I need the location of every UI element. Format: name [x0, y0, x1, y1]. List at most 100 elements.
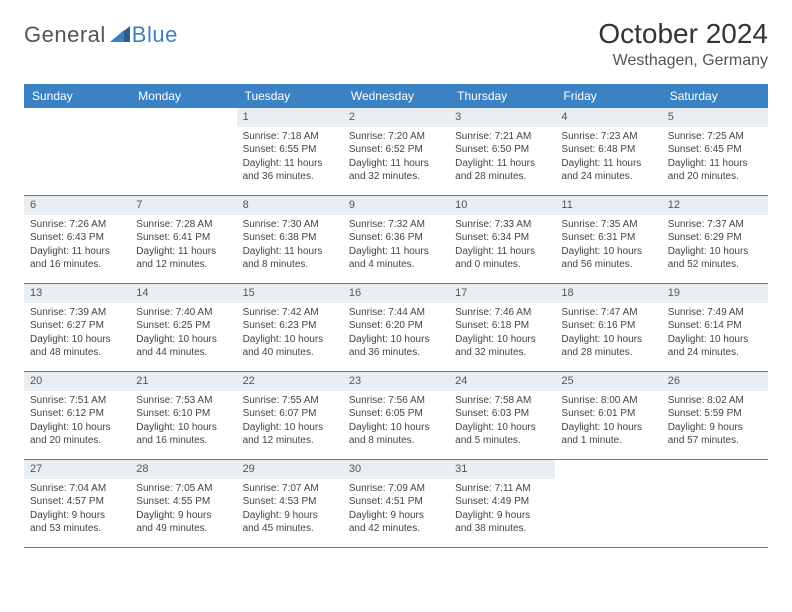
- logo-text-general: General: [24, 22, 106, 48]
- day-details: Sunrise: 7:32 AMSunset: 6:36 PMDaylight:…: [343, 215, 449, 277]
- day-details: Sunrise: 7:44 AMSunset: 6:20 PMDaylight:…: [343, 303, 449, 365]
- calendar-cell: 24Sunrise: 7:58 AMSunset: 6:03 PMDayligh…: [449, 372, 555, 460]
- daylight-text: Daylight: 9 hours and 53 minutes.: [30, 509, 124, 536]
- daylight-text: Daylight: 11 hours and 12 minutes.: [136, 245, 230, 272]
- calendar-cell: 27Sunrise: 7:04 AMSunset: 4:57 PMDayligh…: [24, 460, 130, 548]
- calendar-cell: 26Sunrise: 8:02 AMSunset: 5:59 PMDayligh…: [662, 372, 768, 460]
- day-details: Sunrise: 7:53 AMSunset: 6:10 PMDaylight:…: [130, 391, 236, 453]
- daylight-text: Daylight: 11 hours and 16 minutes.: [30, 245, 124, 272]
- sunset-text: Sunset: 4:55 PM: [136, 495, 230, 509]
- day-number: 16: [343, 284, 449, 303]
- daylight-text: Daylight: 9 hours and 57 minutes.: [668, 421, 762, 448]
- sunrise-text: Sunrise: 7:32 AM: [349, 218, 443, 232]
- day-number: 15: [237, 284, 343, 303]
- sunset-text: Sunset: 4:53 PM: [243, 495, 337, 509]
- calendar-cell: 15Sunrise: 7:42 AMSunset: 6:23 PMDayligh…: [237, 284, 343, 372]
- sunrise-text: Sunrise: 7:44 AM: [349, 306, 443, 320]
- sunset-text: Sunset: 6:31 PM: [561, 231, 655, 245]
- day-details: Sunrise: 7:55 AMSunset: 6:07 PMDaylight:…: [237, 391, 343, 453]
- calendar-cell: 6Sunrise: 7:26 AMSunset: 6:43 PMDaylight…: [24, 196, 130, 284]
- day-number: 24: [449, 372, 555, 391]
- sunset-text: Sunset: 6:29 PM: [668, 231, 762, 245]
- day-number: 13: [24, 284, 130, 303]
- sunrise-text: Sunrise: 7:28 AM: [136, 218, 230, 232]
- sunrise-text: Sunrise: 7:11 AM: [455, 482, 549, 496]
- day-number: 23: [343, 372, 449, 391]
- weekday-label: Friday: [555, 84, 661, 108]
- daylight-text: Daylight: 11 hours and 24 minutes.: [561, 157, 655, 184]
- calendar-cell: 7Sunrise: 7:28 AMSunset: 6:41 PMDaylight…: [130, 196, 236, 284]
- calendar-cell-empty: [130, 108, 236, 196]
- calendar-cell: 29Sunrise: 7:07 AMSunset: 4:53 PMDayligh…: [237, 460, 343, 548]
- sunset-text: Sunset: 6:14 PM: [668, 319, 762, 333]
- sunset-text: Sunset: 5:59 PM: [668, 407, 762, 421]
- calendar-cell: 28Sunrise: 7:05 AMSunset: 4:55 PMDayligh…: [130, 460, 236, 548]
- daylight-text: Daylight: 10 hours and 44 minutes.: [136, 333, 230, 360]
- daylight-text: Daylight: 10 hours and 1 minute.: [561, 421, 655, 448]
- calendar-cell-empty: [24, 108, 130, 196]
- sunrise-text: Sunrise: 7:37 AM: [668, 218, 762, 232]
- daylight-text: Daylight: 10 hours and 48 minutes.: [30, 333, 124, 360]
- daylight-text: Daylight: 11 hours and 20 minutes.: [668, 157, 762, 184]
- day-details: Sunrise: 7:37 AMSunset: 6:29 PMDaylight:…: [662, 215, 768, 277]
- sunrise-text: Sunrise: 8:00 AM: [561, 394, 655, 408]
- calendar-cell: 11Sunrise: 7:35 AMSunset: 6:31 PMDayligh…: [555, 196, 661, 284]
- sunrise-text: Sunrise: 7:51 AM: [30, 394, 124, 408]
- day-number: 12: [662, 196, 768, 215]
- day-details: Sunrise: 7:04 AMSunset: 4:57 PMDaylight:…: [24, 479, 130, 541]
- sunset-text: Sunset: 6:18 PM: [455, 319, 549, 333]
- calendar-cell: 17Sunrise: 7:46 AMSunset: 6:18 PMDayligh…: [449, 284, 555, 372]
- sunrise-text: Sunrise: 7:39 AM: [30, 306, 124, 320]
- daylight-text: Daylight: 10 hours and 5 minutes.: [455, 421, 549, 448]
- calendar-cell: 22Sunrise: 7:55 AMSunset: 6:07 PMDayligh…: [237, 372, 343, 460]
- day-number: 1: [237, 108, 343, 127]
- day-details: Sunrise: 7:20 AMSunset: 6:52 PMDaylight:…: [343, 127, 449, 189]
- calendar-cell-empty: [662, 460, 768, 548]
- day-details: Sunrise: 7:09 AMSunset: 4:51 PMDaylight:…: [343, 479, 449, 541]
- calendar-cell: 4Sunrise: 7:23 AMSunset: 6:48 PMDaylight…: [555, 108, 661, 196]
- sunrise-text: Sunrise: 7:05 AM: [136, 482, 230, 496]
- day-number: 17: [449, 284, 555, 303]
- sunrise-text: Sunrise: 7:25 AM: [668, 130, 762, 144]
- daylight-text: Daylight: 11 hours and 28 minutes.: [455, 157, 549, 184]
- sunset-text: Sunset: 6:23 PM: [243, 319, 337, 333]
- day-details: Sunrise: 7:23 AMSunset: 6:48 PMDaylight:…: [555, 127, 661, 189]
- sunrise-text: Sunrise: 7:35 AM: [561, 218, 655, 232]
- sunset-text: Sunset: 6:34 PM: [455, 231, 549, 245]
- logo-triangle-icon: [110, 24, 130, 47]
- day-number: 8: [237, 196, 343, 215]
- calendar-grid: 1Sunrise: 7:18 AMSunset: 6:55 PMDaylight…: [24, 108, 768, 548]
- sunrise-text: Sunrise: 7:20 AM: [349, 130, 443, 144]
- weekday-label: Thursday: [449, 84, 555, 108]
- logo: General Blue: [24, 22, 178, 48]
- sunrise-text: Sunrise: 7:18 AM: [243, 130, 337, 144]
- day-number: 5: [662, 108, 768, 127]
- day-number: 3: [449, 108, 555, 127]
- day-number: 7: [130, 196, 236, 215]
- daylight-text: Daylight: 10 hours and 36 minutes.: [349, 333, 443, 360]
- daylight-text: Daylight: 10 hours and 56 minutes.: [561, 245, 655, 272]
- day-details: Sunrise: 7:47 AMSunset: 6:16 PMDaylight:…: [555, 303, 661, 365]
- day-number: 31: [449, 460, 555, 479]
- day-details: Sunrise: 7:39 AMSunset: 6:27 PMDaylight:…: [24, 303, 130, 365]
- calendar-cell: 14Sunrise: 7:40 AMSunset: 6:25 PMDayligh…: [130, 284, 236, 372]
- daylight-text: Daylight: 10 hours and 20 minutes.: [30, 421, 124, 448]
- sunrise-text: Sunrise: 7:04 AM: [30, 482, 124, 496]
- sunset-text: Sunset: 6:27 PM: [30, 319, 124, 333]
- daylight-text: Daylight: 9 hours and 49 minutes.: [136, 509, 230, 536]
- sunrise-text: Sunrise: 7:07 AM: [243, 482, 337, 496]
- sunrise-text: Sunrise: 7:33 AM: [455, 218, 549, 232]
- calendar-cell-empty: [555, 460, 661, 548]
- day-details: Sunrise: 7:26 AMSunset: 6:43 PMDaylight:…: [24, 215, 130, 277]
- day-details: Sunrise: 7:46 AMSunset: 6:18 PMDaylight:…: [449, 303, 555, 365]
- sunset-text: Sunset: 6:36 PM: [349, 231, 443, 245]
- daylight-text: Daylight: 10 hours and 16 minutes.: [136, 421, 230, 448]
- weekday-label: Monday: [130, 84, 236, 108]
- title-block: October 2024 Westhagen, Germany: [598, 18, 768, 70]
- day-details: Sunrise: 8:00 AMSunset: 6:01 PMDaylight:…: [555, 391, 661, 453]
- calendar-cell: 20Sunrise: 7:51 AMSunset: 6:12 PMDayligh…: [24, 372, 130, 460]
- sunset-text: Sunset: 6:03 PM: [455, 407, 549, 421]
- calendar-cell: 23Sunrise: 7:56 AMSunset: 6:05 PMDayligh…: [343, 372, 449, 460]
- location-label: Westhagen, Germany: [598, 52, 768, 70]
- logo-text-blue: Blue: [132, 22, 178, 48]
